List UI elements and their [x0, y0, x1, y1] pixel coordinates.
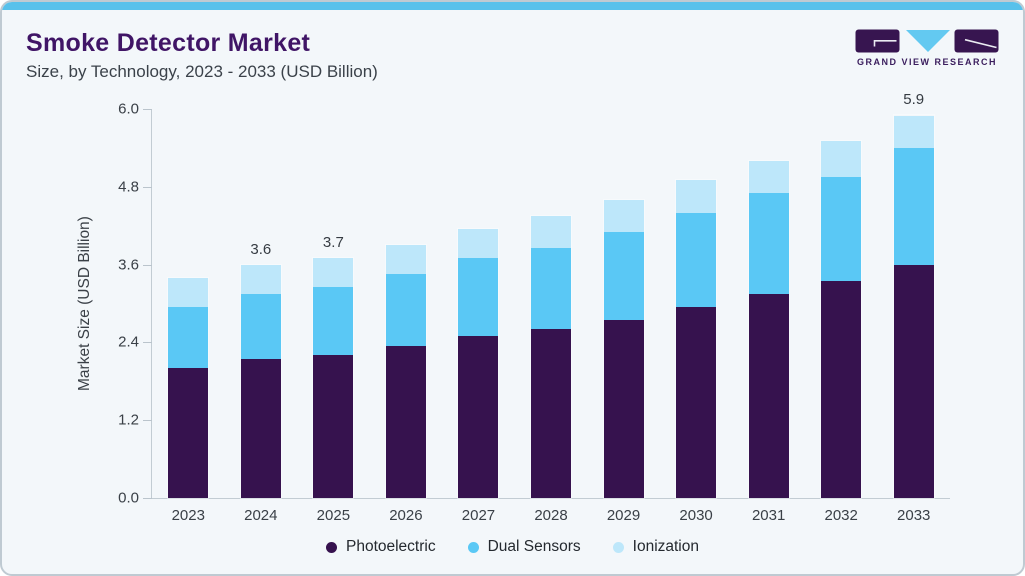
bar-segment — [603, 319, 644, 498]
y-tick — [143, 264, 152, 266]
bar-stack — [676, 180, 717, 498]
x-tick-label: 2023 — [171, 507, 205, 524]
page-title: Smoke Detector Market — [26, 29, 311, 57]
bar-segment — [676, 180, 717, 213]
gvr-logo: GRAND VIEW RESEARCH — [853, 29, 1001, 67]
bar-segment — [240, 358, 281, 498]
logo-mark-v — [906, 30, 950, 52]
bar-segment — [748, 293, 789, 498]
legend-item: Ionization — [612, 538, 699, 556]
bar-segment — [313, 355, 354, 498]
bar-stack — [385, 245, 426, 498]
legend: Photoelectric Dual Sensors Ionization — [2, 538, 1023, 556]
legend-swatch — [612, 541, 624, 553]
y-tick-label: 2.4 — [118, 333, 139, 351]
bar-stack — [458, 228, 499, 498]
y-tick — [143, 186, 152, 188]
x-tick-label: 2024 — [244, 507, 278, 524]
bar-segment — [385, 274, 426, 346]
bar-total-label: 3.7 — [322, 234, 344, 252]
bar-segment — [458, 335, 499, 498]
y-tick-label: 3.6 — [118, 256, 139, 274]
bar-segment — [603, 199, 644, 233]
bar-segment — [748, 160, 789, 194]
bar-segment — [893, 115, 934, 148]
bar-stack: 5.9 — [893, 91, 934, 498]
y-tick-label: 6.0 — [118, 100, 139, 118]
plot-area: 0.0 1.2 2.4 3.6 4.8 6.0 2023 3.6 2024 3.7 2025 2026… — [118, 91, 950, 524]
bar-stack — [168, 277, 209, 498]
bar-segment — [385, 245, 426, 275]
bar-segment — [821, 141, 862, 178]
x-tick-label: 2030 — [679, 507, 713, 524]
bar-segment — [458, 258, 499, 336]
y-tick — [143, 109, 152, 110]
bar-segment — [458, 228, 499, 259]
bar-stack — [748, 160, 789, 498]
bar-segment — [168, 306, 209, 369]
bar-stack: 3.7 — [313, 234, 354, 498]
bar-segment — [676, 212, 717, 307]
bar-segment — [531, 329, 571, 498]
x-tick-label: 2028 — [534, 507, 568, 524]
bar-segment — [168, 368, 209, 498]
bar-segment — [168, 277, 209, 307]
legend-swatch — [325, 541, 337, 553]
logo-mark-r — [954, 29, 999, 53]
legend-item: Dual Sensors — [467, 538, 581, 556]
bar-segment — [531, 248, 571, 330]
bar-segment — [893, 147, 934, 265]
bar-total-label: 3.6 — [250, 240, 272, 258]
x-tick-label: 2029 — [606, 507, 641, 524]
x-tick-label: 2025 — [316, 507, 351, 524]
x-tick-label: 2032 — [824, 507, 858, 524]
bar-total-label: 5.9 — [903, 91, 925, 109]
y-tick-label: 0.0 — [118, 489, 139, 507]
y-tick — [143, 420, 152, 422]
x-tick-label: 2026 — [389, 507, 423, 524]
bar-segment — [893, 264, 934, 498]
bar-segment — [821, 177, 862, 281]
legend-label: Ionization — [632, 538, 699, 555]
logo-mark-g-line — [873, 40, 897, 47]
legend-label: Photoelectric — [345, 538, 436, 555]
bar-segment — [748, 193, 789, 294]
y-axis-title: Market Size (USD Billion) — [76, 216, 93, 392]
chart-subtitle: Size, by Technology, 2023 - 2033 (USD Bi… — [26, 62, 378, 81]
legend-swatch — [467, 541, 479, 553]
bar-segment — [676, 306, 717, 498]
y-tick — [143, 342, 152, 344]
top-accent-bar — [2, 2, 1023, 10]
bar-segment — [313, 287, 354, 356]
y-tick-label: 4.8 — [118, 178, 139, 196]
y-tick — [143, 498, 152, 499]
bar-segment — [240, 293, 281, 359]
logo-mark-r-line — [964, 38, 997, 49]
bar-segment — [240, 264, 281, 294]
x-tick-label: 2027 — [461, 507, 496, 524]
bar-stack — [603, 199, 644, 498]
bar-segment — [385, 345, 426, 498]
legend-item: Photoelectric — [325, 538, 436, 556]
bar-segment — [531, 216, 571, 249]
logo-wordmark: GRAND VIEW RESEARCH — [856, 57, 997, 67]
x-tick-label: 2033 — [897, 507, 931, 524]
bar-segment — [821, 280, 862, 498]
bar-stack: 3.6 — [240, 241, 281, 498]
bar-stack — [821, 141, 862, 498]
gvr-logo-mark — [855, 29, 999, 53]
y-tick-label: 1.2 — [118, 411, 139, 429]
bar-segment — [603, 232, 644, 320]
bar-stack — [531, 216, 571, 498]
legend-label: Dual Sensors — [487, 538, 581, 555]
x-tick-label: 2031 — [751, 507, 786, 524]
bar-segment — [313, 258, 354, 288]
